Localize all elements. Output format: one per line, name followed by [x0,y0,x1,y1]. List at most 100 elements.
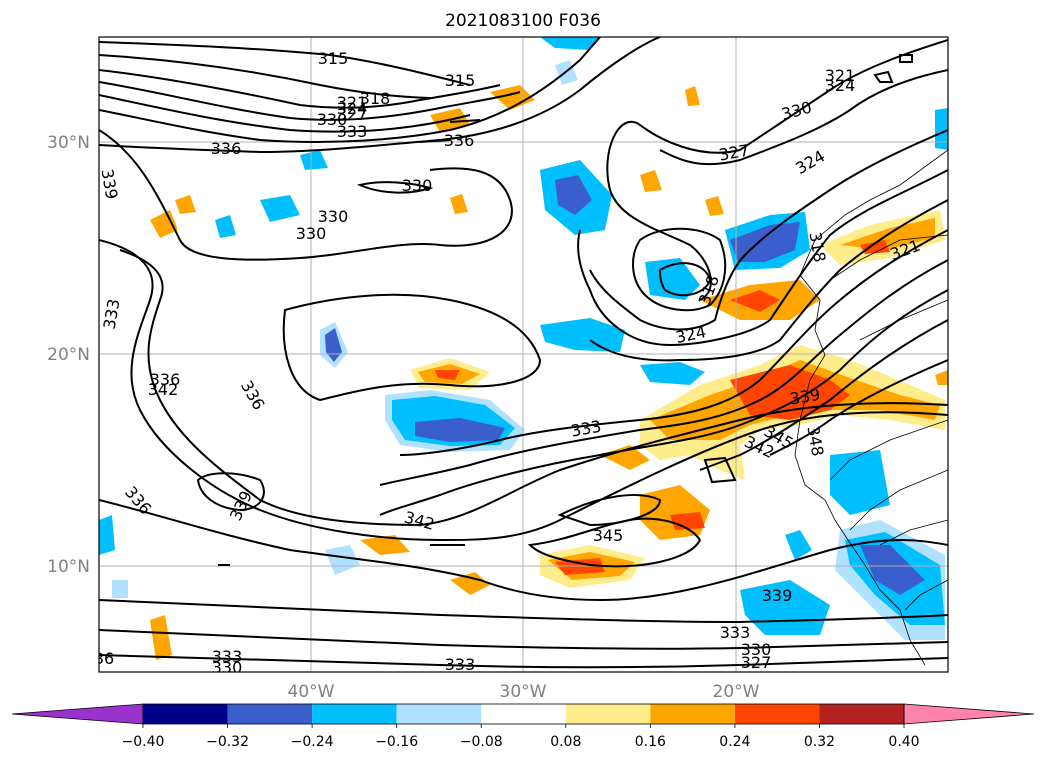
contour-label: 336 [150,370,181,389]
contour-label: 333 [445,655,476,674]
negative-anomaly-region [830,450,890,515]
negative-anomaly-region [260,195,300,222]
contour-line [99,94,471,133]
contour-label: 336 [444,131,475,150]
contour-label: 333 [720,623,751,642]
contour-label: 330 [318,207,349,226]
colorbar-tick-label: 0.40 [888,734,919,750]
contour-label: 315 [318,49,349,68]
contour-line [557,494,662,527]
contour-line [99,54,431,99]
figure-title: 2021083100 F036 [445,11,601,31]
contour-line [769,359,948,456]
contour-line [899,54,913,63]
colorbar-bin [819,704,904,724]
contour-label: 327 [741,653,772,672]
negative-anomaly-region [640,362,705,385]
contour-label: 36 [94,649,114,668]
colorbar-tick-label: −0.40 [122,734,165,750]
lat-label-10n: 10°N [47,557,90,577]
contour-line [527,517,702,568]
contour-line [589,199,948,362]
negative-anomaly-region [935,108,948,150]
colorbar-bin [734,704,820,724]
negative-anomaly-region [785,530,812,560]
colorbar-outline [142,703,905,725]
contour-label: 345 [593,526,624,545]
contour-line [419,139,451,143]
map-plot-area: 315 315 318 321 324 327 330 333 336 336 … [94,37,948,677]
lon-label-30w: 30°W [500,682,547,702]
contour-label: 321 [825,66,856,85]
contour-line [577,169,948,347]
contour-label: 318 [360,89,391,108]
contour-label: 330 [317,110,348,129]
negative-anomaly-region [645,258,700,300]
positive-anomaly-region [640,170,662,192]
contour-line [99,239,948,542]
colorbar-bin [396,704,482,724]
negative-anomaly-region [300,150,328,170]
colorbar-bin [565,704,651,724]
negative-anomaly-region [540,37,600,50]
colorbar-tick-label: 0.32 [804,734,835,750]
contour-label: 315 [445,71,476,90]
colorbar-tick-label: −0.16 [375,734,418,750]
positive-anomaly-region [670,512,705,530]
positive-anomaly-region [450,194,468,214]
contour-line [659,69,948,166]
graticule [99,37,948,672]
negative-anomaly-region [325,545,360,575]
contour-line [99,129,513,261]
contour-label: 330 [402,176,433,195]
positive-anomaly-region [685,86,700,106]
contour-line [699,319,948,471]
contour-line [449,119,481,123]
contour-label: 339 [762,586,793,605]
negative-anomaly-region [99,515,115,555]
contour-line [99,499,948,602]
contour-line [379,289,948,516]
contour-lines [99,37,948,669]
contour-label: 330 [212,658,243,677]
contour-line [658,262,712,297]
lat-label-30n: 30°N [47,133,90,153]
contour-label: 321 [337,93,368,112]
contour-line [99,599,948,624]
contour-label: 330 [741,640,772,659]
contour-line [99,81,521,121]
contour-line [356,181,434,194]
positive-anomaly-region [175,195,196,214]
negative-anomaly-region [555,175,592,215]
positive-anomaly-region [450,572,490,595]
positive-anomaly-region [935,370,948,385]
positive-anomaly-region [150,615,172,660]
contour-line [99,69,501,109]
contour-label: 336 [211,139,242,158]
negative-anomaly-region [215,215,236,238]
contour-line [873,70,894,83]
positive-anomaly-region [705,196,724,216]
colorbar-bin [227,704,313,724]
negative-anomaly-region [415,418,505,442]
contour-label: 324 [825,76,856,95]
positive-anomaly-region [730,290,780,312]
contour-label: 333 [212,647,243,666]
colorbar-bin [481,704,566,724]
positive-anomaly-region [360,535,410,555]
colorbar-tick-label: 0.08 [550,734,581,750]
colorbar-bin [650,704,735,724]
lon-label-20w: 20°W [713,682,760,702]
colorbar-extend-max [903,703,1035,725]
colorbar-bin [143,704,228,724]
contour-line [379,259,948,486]
contour-label: 327 [337,105,368,124]
contour-label: 342 [148,380,179,399]
contour-label: 339 [97,167,121,200]
colorbar-extend-min [11,703,144,725]
negative-anomaly-region [860,545,925,595]
colorbar-tick-label: 0.16 [635,734,666,750]
contour-line [99,37,601,143]
colorbar-tick-label: −0.32 [206,734,249,750]
